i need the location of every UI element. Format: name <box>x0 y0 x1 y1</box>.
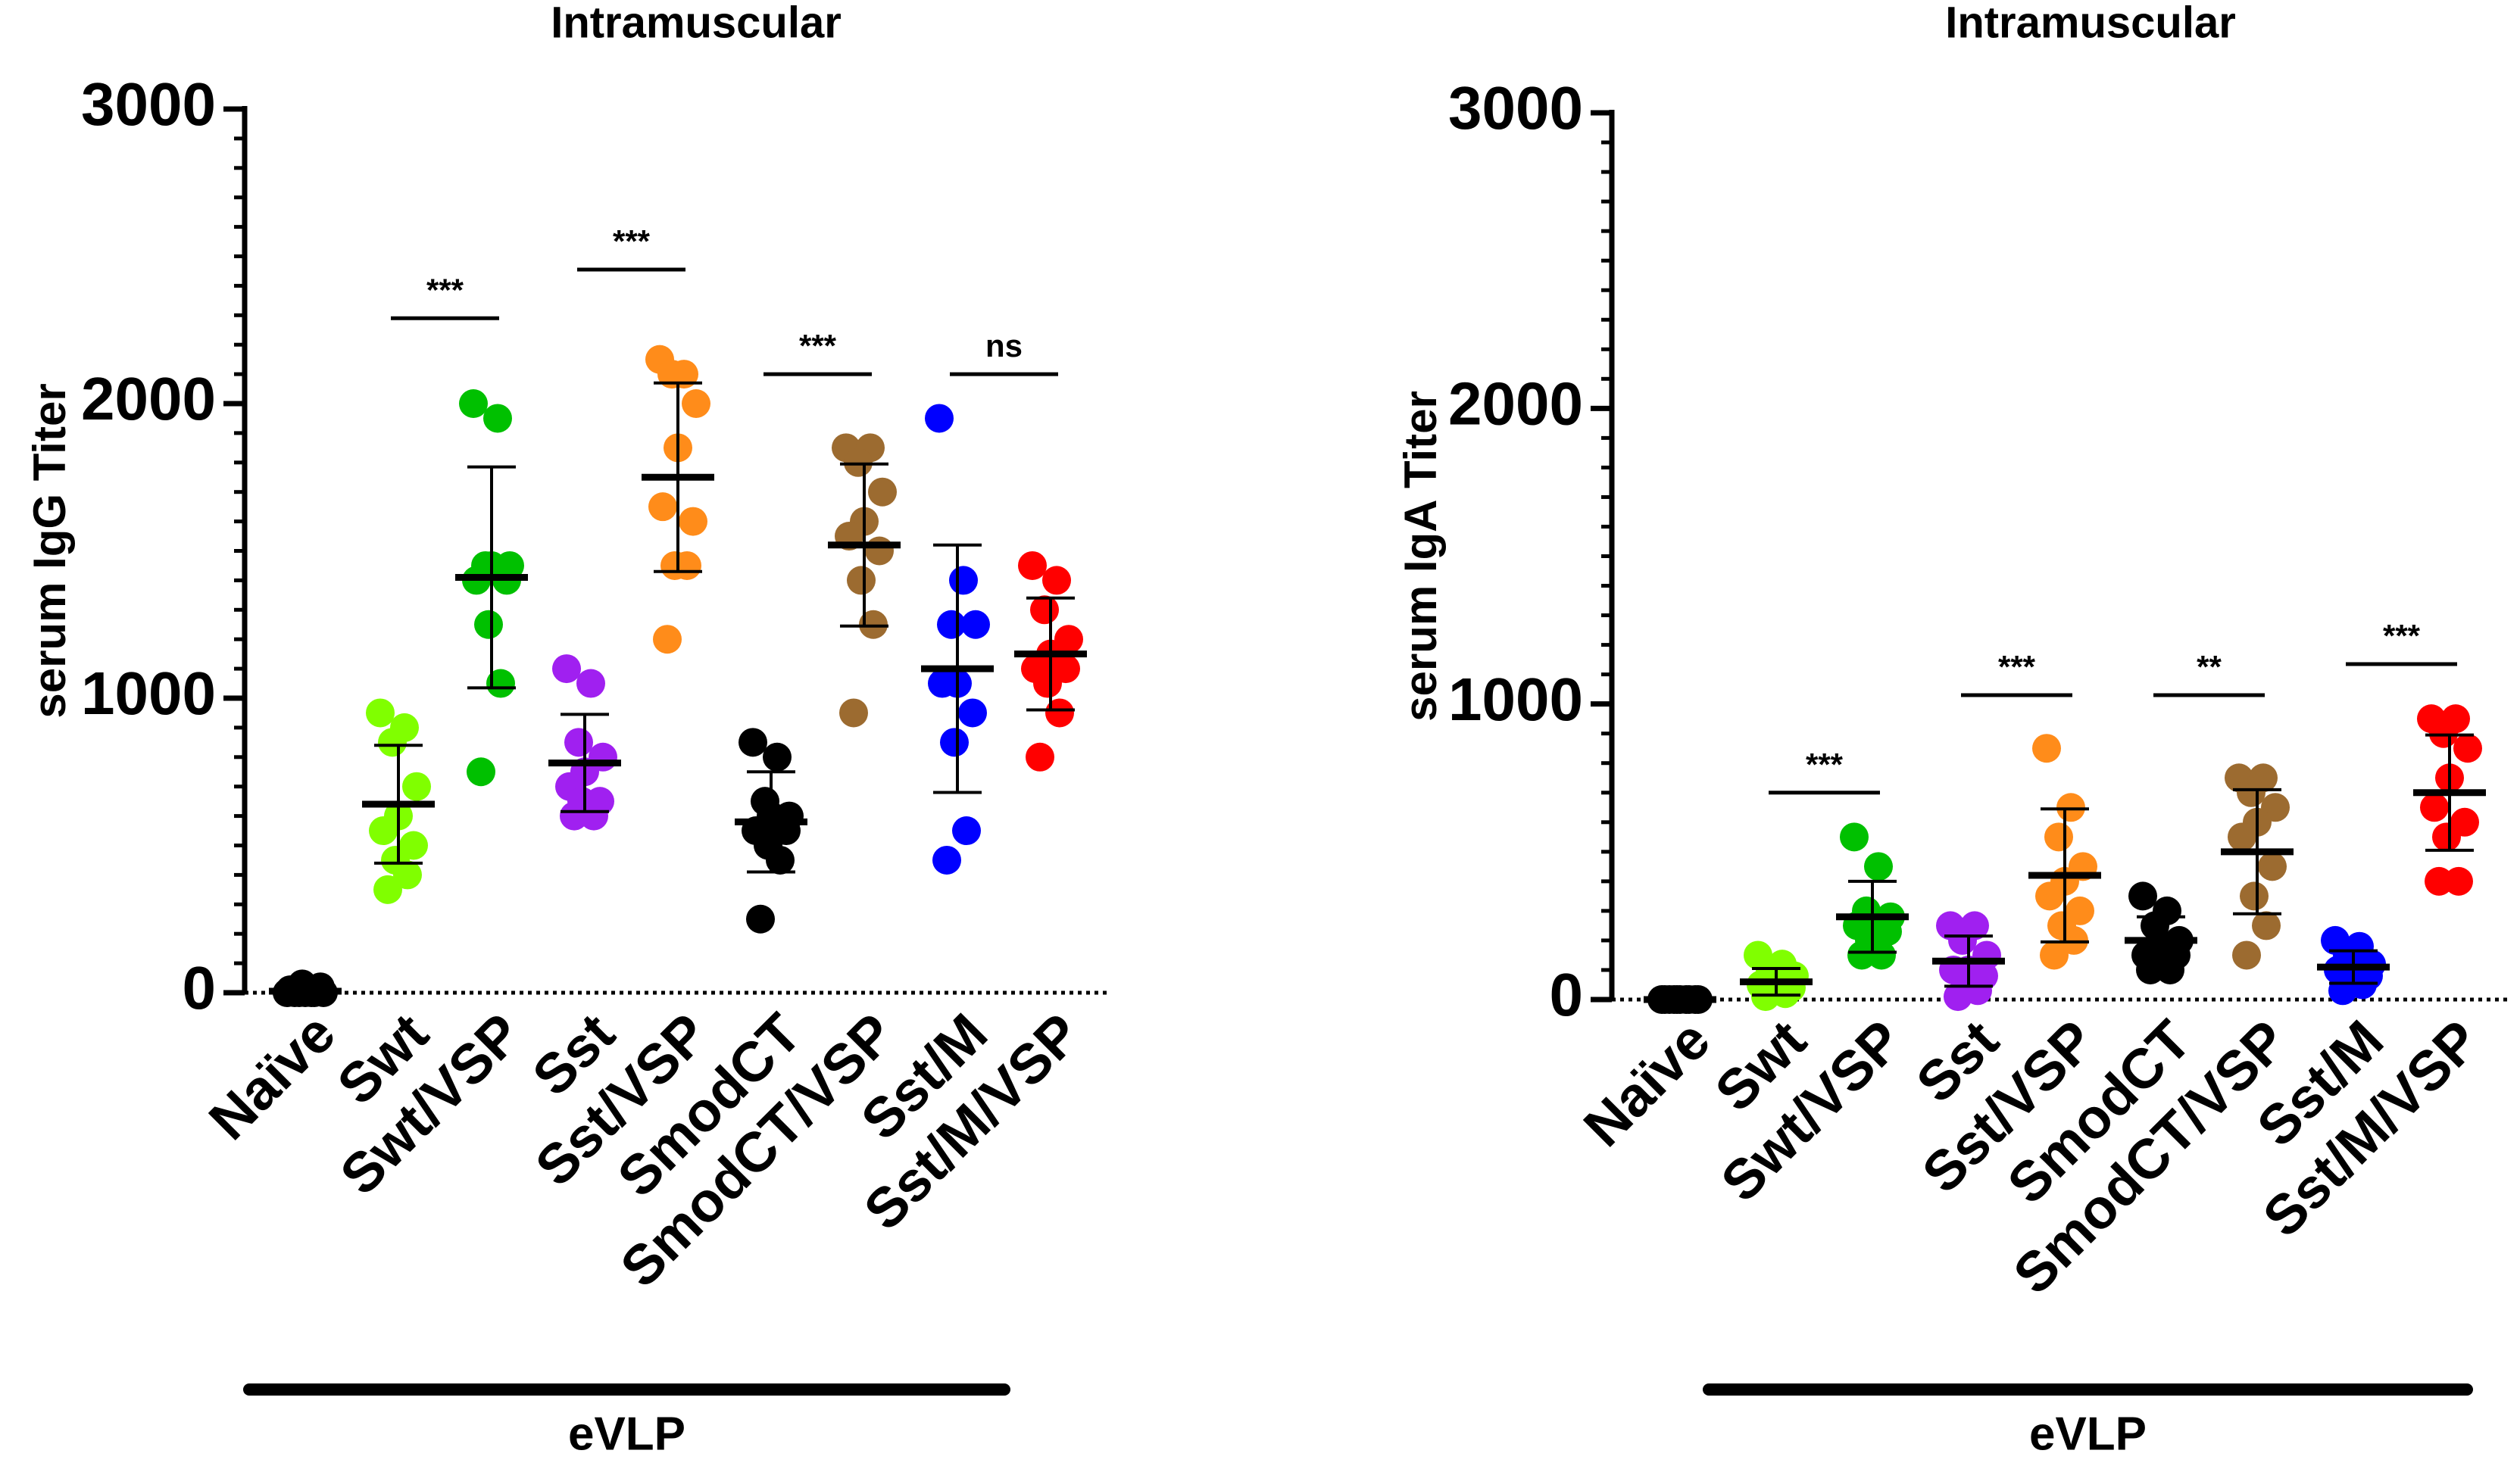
chart-title: Intramuscular <box>551 0 842 47</box>
data-point <box>1944 982 1972 1012</box>
x-tick-label: Naïve <box>1572 1008 1722 1158</box>
data-point <box>1026 742 1054 772</box>
y-tick-label: 0 <box>1550 961 1584 1028</box>
data-point <box>2425 866 2453 896</box>
significance-label: *** <box>613 223 651 259</box>
group-label: eVLP <box>568 1408 685 1460</box>
data-point <box>2420 793 2449 822</box>
data-point <box>766 845 795 875</box>
data-point <box>1033 669 1062 698</box>
y-tick-label: 1000 <box>1448 666 1583 733</box>
significance-label: *** <box>426 272 464 307</box>
data-point <box>746 904 775 934</box>
data-point <box>1018 551 1047 580</box>
chart-title: Intramuscular <box>1945 0 2236 47</box>
significance-label: *** <box>2383 618 2421 653</box>
y-tick-label: 3000 <box>1448 74 1583 142</box>
data-point <box>1864 852 1893 881</box>
data-point <box>925 404 954 433</box>
data-point <box>459 389 488 418</box>
data-point <box>564 728 593 757</box>
significance-label: *** <box>799 328 837 363</box>
data-point <box>2258 852 2287 881</box>
data-point <box>369 816 398 846</box>
data-point <box>1867 940 1896 970</box>
data-point <box>940 728 969 757</box>
data-point <box>1847 940 1876 970</box>
data-point <box>486 669 515 698</box>
data-point <box>373 875 402 904</box>
data-point <box>949 566 978 595</box>
data-point <box>958 698 987 728</box>
y-tick-label: 3000 <box>81 70 216 138</box>
significance-label: ** <box>2197 649 2222 685</box>
data-point <box>576 669 605 698</box>
data-point <box>679 507 707 536</box>
data-point <box>847 566 876 595</box>
data-point <box>952 816 981 846</box>
data-point <box>648 492 677 522</box>
data-point <box>763 742 792 772</box>
data-point <box>402 772 431 801</box>
data-point <box>1840 822 1869 852</box>
data-point <box>2240 881 2269 911</box>
data-point <box>739 728 767 757</box>
data-point <box>2453 734 2482 763</box>
data-point <box>2044 822 2073 852</box>
data-point <box>2228 822 2256 852</box>
data-point <box>653 625 682 654</box>
data-point <box>839 698 868 728</box>
y-tick-label: 1000 <box>81 660 216 727</box>
data-point <box>2432 822 2461 852</box>
y-axis-label: serum IgG Titer <box>24 383 75 718</box>
data-point <box>2252 911 2281 940</box>
data-point <box>1948 925 1977 955</box>
data-point <box>928 669 957 698</box>
data-point <box>393 860 422 890</box>
data-point <box>2032 734 2061 763</box>
y-tick-label: 2000 <box>81 365 216 432</box>
data-point <box>467 757 495 787</box>
data-point <box>552 654 581 684</box>
significance-label: *** <box>1806 747 1844 782</box>
data-point <box>474 610 503 639</box>
data-point <box>560 801 589 831</box>
data-point <box>2232 940 2261 970</box>
data-point <box>1042 566 1071 595</box>
data-point <box>657 360 686 389</box>
data-point <box>1030 595 1059 625</box>
data-point <box>2444 866 2473 896</box>
group-label: eVLP <box>2029 1408 2147 1460</box>
data-point <box>932 845 961 875</box>
significance-label: *** <box>1998 649 2036 685</box>
data-point <box>1045 698 1074 728</box>
y-tick-label: 0 <box>183 954 217 1022</box>
data-point <box>2237 778 2266 807</box>
data-point <box>868 477 897 507</box>
data-point <box>2040 940 2069 970</box>
data-point <box>483 404 512 433</box>
data-point <box>366 698 395 728</box>
data-point <box>961 610 990 639</box>
data-point <box>682 389 710 418</box>
significance-label: ns <box>985 328 1023 363</box>
y-axis-label: serum IgA Titer <box>1395 391 1446 722</box>
data-point <box>579 801 608 831</box>
data-point <box>865 536 894 566</box>
x-tick-label: Naïve <box>197 1001 347 1151</box>
data-point <box>378 728 407 757</box>
y-tick-label: 2000 <box>1448 370 1583 437</box>
data-point <box>2035 881 2064 911</box>
data-point <box>2128 881 2157 911</box>
